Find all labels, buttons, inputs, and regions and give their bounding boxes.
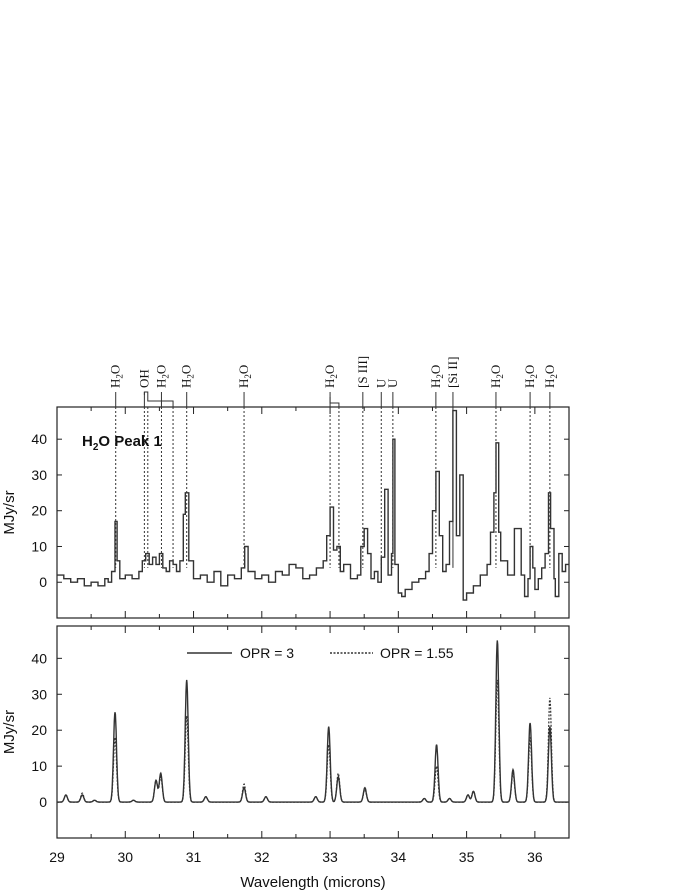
line-id-label: U bbox=[385, 378, 400, 388]
x-tick-label: 31 bbox=[186, 849, 202, 865]
line-id-label: U bbox=[373, 378, 388, 388]
line-id-label: H2O bbox=[179, 365, 196, 388]
line-id-label: [S III] bbox=[355, 356, 370, 388]
y-tick-label: 20 bbox=[31, 722, 47, 738]
bracket-h2o-pair-2 bbox=[329, 397, 340, 407]
legend-label: OPR = 1.55 bbox=[380, 645, 454, 661]
line-id-label: H2O bbox=[108, 365, 125, 388]
line-id-label: [Si II] bbox=[445, 357, 460, 388]
legend: OPR = 3 OPR = 1.55 bbox=[187, 645, 454, 661]
x-tick-label: 34 bbox=[391, 849, 407, 865]
plot-frame bbox=[56, 625, 570, 839]
y-tick-label: 30 bbox=[31, 686, 47, 702]
bracket-oh bbox=[143, 391, 149, 395]
line-id-label: H2O bbox=[428, 365, 445, 388]
panel-annotation: H2O Peak 1 bbox=[82, 433, 162, 453]
x-tick-label: 32 bbox=[254, 849, 270, 865]
y-tick-label: 10 bbox=[31, 758, 47, 774]
bracket-h2o-pair bbox=[147, 395, 174, 407]
y-tick-label: 30 bbox=[31, 467, 47, 483]
line-id-label: H2O bbox=[236, 365, 253, 388]
x-tick-label: 35 bbox=[459, 849, 475, 865]
y-tick-label: 0 bbox=[39, 794, 47, 810]
model-line-opr-3 bbox=[57, 640, 569, 803]
y-axis-title: MJy/sr bbox=[1, 710, 18, 754]
line-id-label: H2O bbox=[322, 365, 339, 388]
y-tick-label: 40 bbox=[31, 650, 47, 666]
x-tick-label: 30 bbox=[117, 849, 133, 865]
line-id-label: H2O bbox=[488, 365, 505, 388]
plot-frame bbox=[56, 406, 570, 619]
bottom-panel: 0 10 20 30 40 29 30 31 32 33 34 35 36 Wavelength (mic… bbox=[1, 625, 570, 891]
y-tick-label: 10 bbox=[31, 538, 47, 554]
line-id-label: H2O bbox=[522, 365, 539, 388]
line-id-label: H2O bbox=[542, 365, 559, 388]
y-tick-label: 20 bbox=[31, 503, 47, 519]
line-id-label: OH bbox=[136, 369, 151, 388]
legend-label: OPR = 3 bbox=[240, 645, 294, 661]
x-tick-label: 29 bbox=[49, 849, 65, 865]
line-id-label: H2O bbox=[153, 365, 170, 388]
x-tick-label: 36 bbox=[527, 849, 543, 865]
x-axis-title: Wavelength (microns) bbox=[240, 874, 385, 891]
y-axis-title: MJy/sr bbox=[1, 490, 18, 534]
spectrum-step-line bbox=[57, 409, 569, 601]
y-tick-label: 0 bbox=[39, 574, 47, 590]
x-tick-label: 33 bbox=[322, 849, 338, 865]
y-tick-label: 40 bbox=[31, 431, 47, 447]
model-line-opr-1-55 bbox=[57, 679, 569, 803]
